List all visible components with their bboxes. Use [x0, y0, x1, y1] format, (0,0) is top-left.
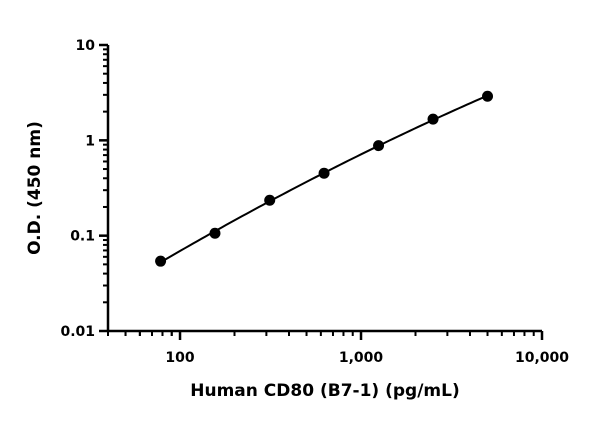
x-axis-title: Human CD80 (B7-1) (pg/mL) [190, 381, 459, 401]
fit-curve [160, 94, 488, 264]
plot-area [155, 90, 494, 267]
data-point [264, 194, 276, 206]
y-tick-label: 0.01 [60, 324, 95, 340]
data-point [209, 227, 221, 239]
data-point [427, 113, 439, 125]
x-axis: 100 1,000 10,000 Human CD80 (B7-1) (pg/mL) [107, 329, 569, 401]
y-tick-label: 1 [85, 133, 95, 149]
x-tick-label: 1,000 [339, 350, 384, 366]
data-point [318, 167, 330, 179]
y-axis-title: O.D. (450 nm) [25, 121, 45, 255]
x-ticks: 100 1,000 10,000 [107, 331, 569, 366]
data-point [482, 90, 494, 102]
x-tick-label: 100 [165, 350, 194, 366]
y-axis: 0.01 0.1 1 10 O.D. (450 nm) [25, 38, 110, 340]
y-tick-label: 10 [76, 38, 96, 54]
data-point [155, 255, 167, 267]
data-point [373, 140, 385, 152]
y-tick-label: 0.1 [70, 229, 95, 245]
x-tick-label: 10,000 [515, 350, 569, 366]
y-ticks: 0.01 0.1 1 10 [60, 38, 108, 340]
